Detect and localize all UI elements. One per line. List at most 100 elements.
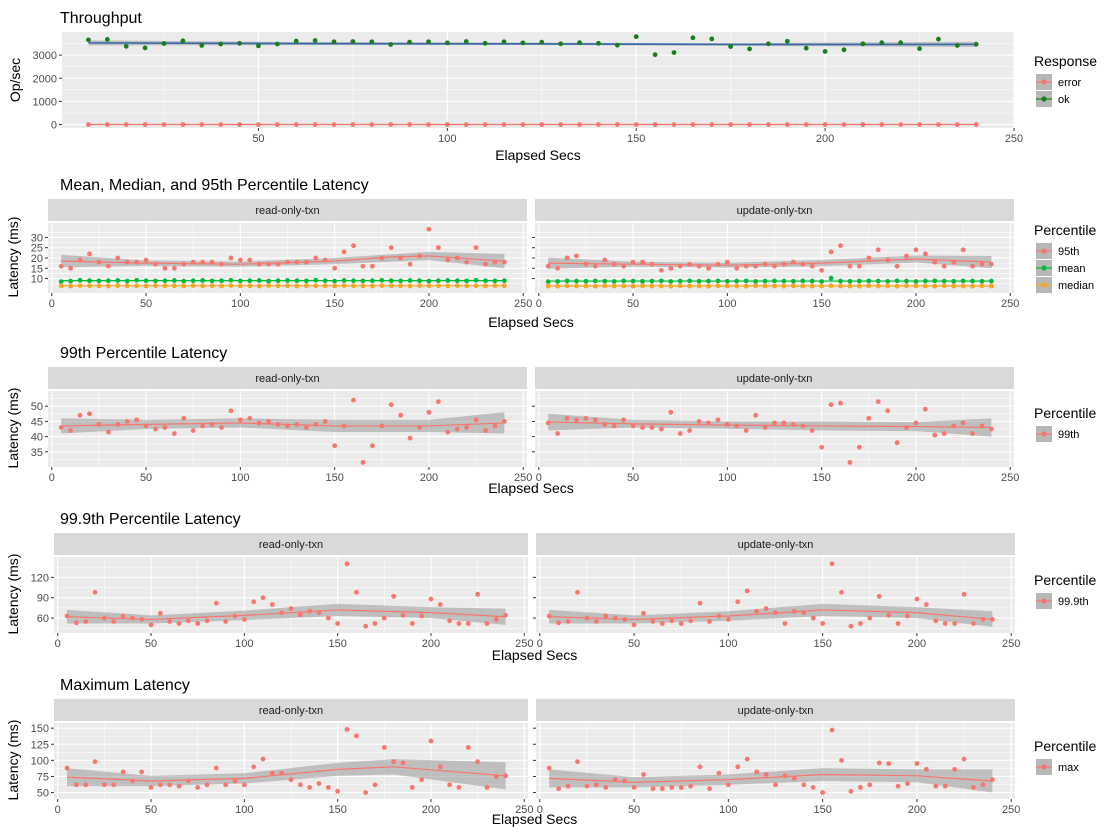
- data-point: [743, 263, 749, 269]
- data-point: [838, 283, 843, 289]
- y-tick-label: 3000: [33, 50, 57, 62]
- data-point: [734, 283, 740, 289]
- data-point: [435, 283, 441, 289]
- data-point: [331, 122, 337, 127]
- data-point: [232, 613, 238, 619]
- data-point: [839, 757, 844, 763]
- data-point: [658, 267, 664, 273]
- facet-panel: read-only-txn 0 50 100 150 200 250 50 75 100 125 15…: [31, 699, 533, 816]
- data-point: [139, 617, 145, 622]
- data-point: [426, 283, 432, 289]
- data-point: [465, 745, 471, 750]
- data-point: [274, 122, 280, 127]
- x-tick-label: 50: [628, 638, 640, 650]
- y-tick-label: 125: [31, 739, 49, 751]
- y-tick-label: 25: [31, 243, 43, 255]
- data-point: [545, 263, 551, 269]
- facet-strip-label: update-only-txn: [737, 205, 813, 217]
- x-tick-label: 250: [1001, 472, 1019, 484]
- data-point: [139, 769, 145, 775]
- data-point: [115, 283, 121, 288]
- data-point: [266, 419, 272, 424]
- data-point: [475, 759, 481, 765]
- data-point: [501, 122, 507, 127]
- data-point: [847, 283, 853, 289]
- data-point: [631, 785, 637, 790]
- data-point: [696, 263, 702, 269]
- data-point: [724, 422, 730, 427]
- x-tick-label: 200: [422, 804, 440, 816]
- x-tick-label: 150: [325, 472, 343, 484]
- data-point: [715, 417, 721, 423]
- facet-strip-label: update-only-txn: [737, 373, 813, 385]
- data-point: [473, 283, 479, 289]
- facet-strip: [54, 699, 528, 721]
- data-point: [111, 782, 117, 788]
- facet-panel: read-only-txn 0 50 100 150 200 250 60 90 120: [31, 533, 533, 650]
- data-point: [503, 612, 509, 618]
- data-point: [407, 435, 413, 441]
- data-point: [369, 122, 375, 127]
- data-point: [564, 255, 570, 261]
- data-point: [819, 283, 825, 289]
- data-point: [592, 283, 598, 289]
- x-tick-label: 0: [536, 298, 542, 310]
- x-tick-label: 100: [718, 472, 736, 484]
- smooth-line: [548, 421, 992, 429]
- data-point: [492, 278, 498, 284]
- data-point: [923, 602, 929, 607]
- data-point: [388, 402, 394, 408]
- data-point: [435, 278, 441, 284]
- data-point: [332, 283, 338, 289]
- data-point: [546, 613, 552, 619]
- data-point: [96, 283, 102, 289]
- legend-label: mean: [1058, 263, 1086, 275]
- data-point: [979, 278, 985, 284]
- data-point: [181, 415, 187, 421]
- data-point: [87, 411, 92, 417]
- data-point: [671, 122, 677, 127]
- facet-panel: update-only-txn 0 50 100 150 200 250: [533, 533, 1020, 650]
- data-point: [219, 283, 224, 289]
- y-axis-title: Latency (ms): [5, 388, 21, 469]
- data-point: [228, 277, 234, 283]
- data-point: [593, 619, 599, 624]
- data-point: [707, 786, 712, 792]
- data-point: [87, 283, 92, 289]
- data-point: [379, 255, 385, 261]
- data-point: [307, 785, 313, 790]
- data-point: [104, 37, 110, 42]
- data-point: [325, 785, 331, 790]
- data-point: [800, 278, 806, 284]
- x-tick-label: 50: [252, 133, 264, 145]
- data-point: [961, 591, 967, 597]
- data-point: [954, 43, 960, 48]
- data-point: [933, 618, 939, 624]
- data-point: [115, 422, 121, 427]
- data-point: [162, 265, 168, 271]
- x-tick-label: 100: [718, 298, 736, 310]
- data-point: [801, 610, 807, 616]
- x-tick-label: 200: [420, 298, 438, 310]
- data-point: [960, 278, 966, 284]
- data-point: [473, 417, 479, 423]
- confidence-band: [61, 412, 505, 434]
- data-point: [575, 589, 580, 595]
- data-point: [936, 36, 941, 42]
- data-point: [678, 621, 684, 626]
- data-point: [213, 765, 219, 771]
- data-point: [641, 772, 646, 777]
- data-point: [602, 257, 608, 263]
- data-point: [483, 278, 488, 284]
- data-point: [866, 415, 872, 421]
- plot-panel: [62, 32, 1014, 128]
- data-point: [659, 786, 665, 792]
- data-point: [724, 278, 730, 284]
- data-point: [922, 406, 928, 412]
- data-point: [602, 283, 608, 289]
- data-point: [454, 283, 460, 288]
- chart-1: Throughput 50 100 150 200 250 0 1000 2000 3000 Ela…: [7, 10, 1097, 163]
- data-point: [162, 278, 168, 284]
- data-point: [829, 727, 835, 733]
- data-point: [379, 277, 385, 283]
